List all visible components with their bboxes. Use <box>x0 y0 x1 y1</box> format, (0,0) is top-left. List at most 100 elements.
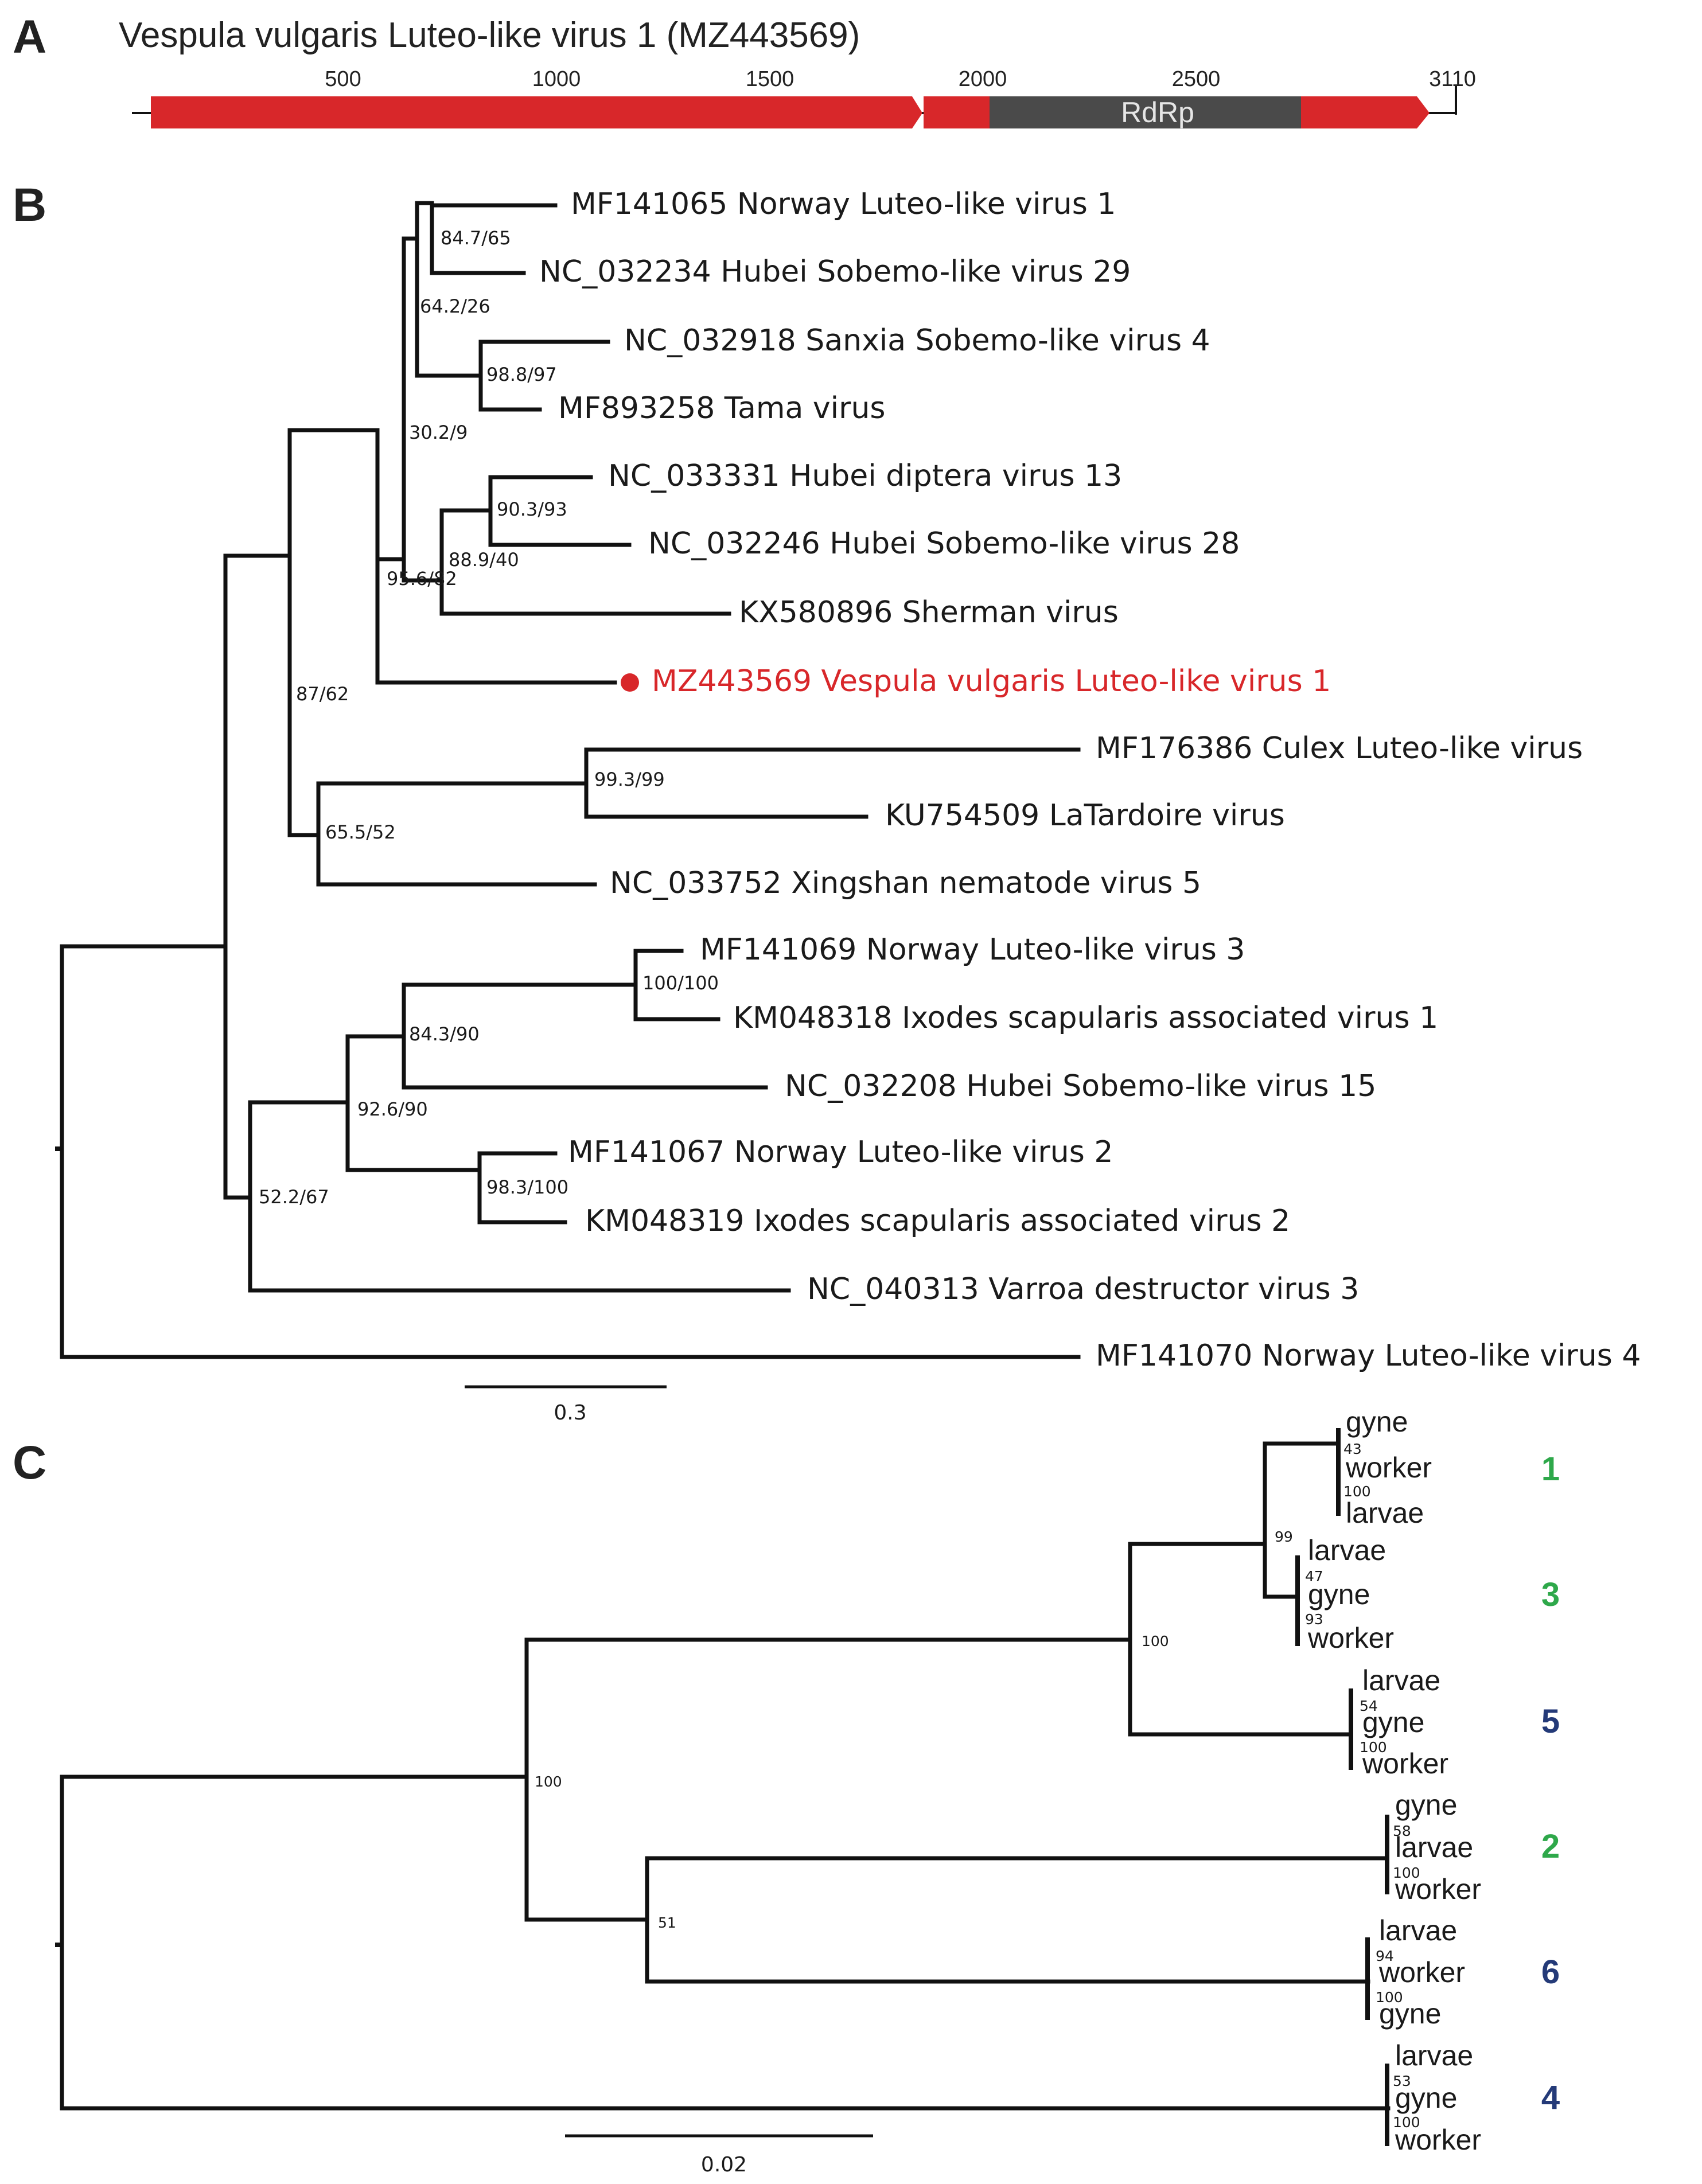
tip-support: 54 <box>1360 1698 1378 1714</box>
taxon-label: NC_033752 Xingshan nematode virus 5 <box>610 866 1201 900</box>
node-supports: 99 100 100 51 <box>535 1528 1293 1931</box>
branch-65-5 <box>316 781 597 887</box>
panel-a-letter: A <box>13 11 46 63</box>
branch-30 <box>375 428 617 685</box>
tip-label: worker <box>1307 1622 1394 1654</box>
taxon-label: MF141069 Norway Luteo-like virus 3 <box>700 933 1245 967</box>
cluster-brackets <box>1295 1428 1389 2146</box>
node-support: 100 <box>1142 1633 1169 1649</box>
tip-label: gyne <box>1395 2082 1457 2114</box>
tip-label: larvae <box>1395 1831 1473 1863</box>
tip-label: worker <box>1395 1873 1481 1905</box>
support-value: 65.5/52 <box>325 821 396 843</box>
cluster-1: gyne 43 worker 100 larvae 1 <box>1343 1406 1560 1529</box>
rdrp-domain <box>990 96 1301 128</box>
scale-bar-label: 0.3 <box>554 1401 586 1425</box>
tip-label: worker <box>1362 1748 1448 1780</box>
cluster-number: 6 <box>1541 1953 1560 1991</box>
branch-100-upper <box>524 1637 1132 1922</box>
cluster-3: larvae 47 gyne 93 worker 3 <box>1305 1534 1560 1654</box>
cluster-4: larvae 53 gyne 100 worker 4 <box>1393 2039 1560 2156</box>
support-value: 88.9/40 <box>449 549 519 571</box>
root-branches <box>60 1774 1391 2111</box>
tip-support: 43 <box>1343 1441 1362 1457</box>
tip-label: gyne <box>1362 1706 1424 1738</box>
tip-support: 100 <box>1393 2114 1420 2131</box>
cluster-number: 5 <box>1541 1703 1560 1740</box>
tip-label: worker <box>1345 1452 1432 1484</box>
tip-support: 93 <box>1305 1611 1323 1628</box>
support-value: 30.2/9 <box>409 422 468 443</box>
tip-label: gyne <box>1308 1578 1370 1610</box>
taxon-label: MF141067 Norway Luteo-like virus 2 <box>568 1135 1113 1169</box>
panel-a: A Vespula vulgaris Luteo-like virus 1 (M… <box>13 11 1476 128</box>
taxon-label: KX580896 Sherman virus <box>739 595 1119 630</box>
support-value: 92.6/90 <box>357 1098 428 1120</box>
branch-99-3 <box>584 747 1081 819</box>
support-value: 100/100 <box>642 972 719 994</box>
tick-500: 500 <box>325 67 361 91</box>
support-value: 98.8/97 <box>486 364 557 385</box>
branch-88-9 <box>439 508 731 616</box>
branch-90-3 <box>488 475 632 547</box>
branch-87 <box>287 428 380 837</box>
taxon-label: KM048318 Ixodes scapularis associated vi… <box>733 1001 1438 1035</box>
cluster-number: 1 <box>1541 1450 1560 1488</box>
tip-support: 100 <box>1393 1865 1420 1881</box>
panel-b-letter: B <box>13 179 46 231</box>
taxon-label: MF141070 Norway Luteo-like virus 4 <box>1096 1339 1641 1373</box>
taxon-label: NC_032918 Sanxia Sobemo-like virus 4 <box>624 323 1210 358</box>
branch-64 <box>415 201 483 378</box>
branch-98-3 <box>477 1151 567 1224</box>
tip-label: larvae <box>1362 1664 1440 1696</box>
tip-label: larvae <box>1379 1914 1457 1947</box>
support-value: 52.2/67 <box>259 1186 329 1208</box>
support-values: 84.7/65 64.2/26 98.8/97 30.2/9 90.3/93 8… <box>259 227 719 1208</box>
support-value: 87/62 <box>296 683 349 705</box>
tick-2500: 2500 <box>1172 67 1221 91</box>
node-support: 99 <box>1275 1528 1293 1545</box>
branch-98-8 <box>478 340 610 412</box>
panel-c-letter: C <box>13 1437 46 1489</box>
highlighted-taxon-label: MZ443569 Vespula vulgaris Luteo-like vir… <box>652 664 1331 699</box>
support-value: 98.3/100 <box>486 1176 568 1198</box>
phylogeny-branches <box>55 201 1081 1359</box>
tip-label: gyne <box>1379 1998 1441 2030</box>
taxon-labels: MF141065 Norway Luteo-like virus 1 NC_03… <box>539 187 1641 1373</box>
tick-1000: 1000 <box>532 67 581 91</box>
genome-title: Vespula vulgaris Luteo-like virus 1 (MZ4… <box>119 15 860 55</box>
node-support: 100 <box>535 1773 562 1790</box>
branch-52-2 <box>248 1100 791 1293</box>
taxon-label: NC_032234 Hubei Sobemo-like virus 29 <box>539 255 1131 289</box>
cluster-number: 3 <box>1541 1576 1560 1613</box>
tip-support: 100 <box>1360 1739 1387 1756</box>
cluster-number: 4 <box>1541 2079 1560 2116</box>
tip-support: 100 <box>1343 1483 1371 1500</box>
tick-2000: 2000 <box>959 67 1007 91</box>
branch-92-6 <box>345 1034 482 1172</box>
node-support: 51 <box>658 1914 676 1931</box>
tip-label: gyne <box>1346 1406 1408 1438</box>
panel-b: B <box>13 179 1641 1425</box>
cluster-6: larvae 94 worker 100 gyne 6 <box>1376 1914 1560 2030</box>
taxon-label: NC_032246 Hubei Sobemo-like virus 28 <box>648 526 1240 561</box>
caste-tree-branches <box>55 1441 1391 2111</box>
support-value: 64.2/26 <box>420 295 490 317</box>
rdrp-label: RdRp <box>1121 96 1194 128</box>
highlight-marker <box>621 673 639 692</box>
orf1-arrow <box>151 96 922 128</box>
branch-51 <box>645 1856 1389 1984</box>
taxon-label: KM048319 Ixodes scapularis associated vi… <box>585 1204 1290 1238</box>
branch-99 <box>1263 1441 1339 1599</box>
branch-84-3 <box>402 982 768 1090</box>
support-value: 99.3/99 <box>594 769 665 790</box>
branch-84-7 <box>430 201 558 275</box>
tip-label: worker <box>1395 2124 1481 2156</box>
taxon-label: MF176386 Culex Luteo-like virus <box>1096 731 1583 766</box>
tip-label: gyne <box>1395 1789 1457 1821</box>
cluster-5: larvae 54 gyne 100 worker 5 <box>1360 1664 1560 1780</box>
support-value: 90.3/93 <box>497 498 567 520</box>
tick-3110: 3110 <box>1429 67 1476 91</box>
support-value: 84.3/90 <box>409 1023 480 1045</box>
